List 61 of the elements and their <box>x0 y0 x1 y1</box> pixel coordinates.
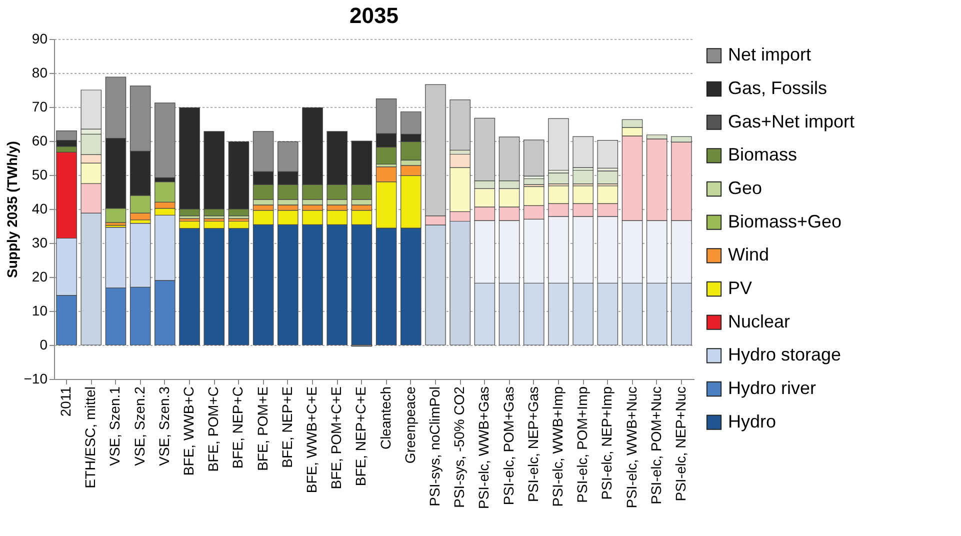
bar <box>572 136 594 168</box>
y-tick-label: 50 <box>32 166 48 182</box>
x-tick-label: BFE, WWB+C+E <box>304 386 320 494</box>
x-tick-label: PSI-sys, noClimPol <box>426 386 442 506</box>
legend-label: Nuclear <box>728 311 790 332</box>
x-tick-label: BFE, WWB+C <box>180 386 197 476</box>
legend-label: PV <box>728 278 752 298</box>
legend-label: Hydro <box>728 411 776 432</box>
x-tick-label: PSI-elc, POM+Nuc <box>648 386 664 504</box>
y-tick-label: 40 <box>32 200 48 216</box>
x-tick-label: BFE, NEP+C <box>230 386 246 469</box>
y-tick-label: 10 <box>32 302 48 318</box>
x-tick-label: VSE, Szen.2 <box>131 386 148 466</box>
x-tick-label: Cleantech <box>377 386 394 450</box>
x-tick-label: PSI-elc, WWB+Nuc <box>623 386 640 508</box>
bar <box>523 178 544 185</box>
legend-label: Hydro river <box>728 378 816 398</box>
legend-label: Gas+Net import <box>728 111 855 132</box>
y-axis-title: Supply 2035 (TWh/y) <box>4 141 20 278</box>
x-tick-label: BFE, NEP+E <box>278 386 295 468</box>
bar <box>572 170 594 184</box>
legend-label: Net import <box>728 44 812 65</box>
legend-label: Geo <box>728 178 762 198</box>
chart-title: 2035 <box>350 3 398 28</box>
x-tick-label: PSI-elc, NEP+Nuc <box>672 386 688 502</box>
legend-label: Hydro storage <box>728 344 842 365</box>
legend-label: Biomass+Geo <box>728 211 842 232</box>
y-tick-label: −10 <box>24 370 48 386</box>
bar <box>548 172 569 184</box>
legend-label: Gas, Fossils <box>728 78 828 98</box>
bar <box>450 100 470 150</box>
legend-label: Biomass <box>728 144 798 165</box>
y-tick-label: 0 <box>40 336 48 352</box>
bar <box>154 102 176 178</box>
bar <box>523 140 544 176</box>
y-tick-label: 80 <box>32 64 48 80</box>
x-tick-label: 2011 <box>58 386 74 417</box>
y-tick-label: 70 <box>32 98 48 114</box>
x-tick-label: PSI-elc, POM+Gas <box>500 386 516 506</box>
bar <box>597 170 618 184</box>
y-tick-label: 90 <box>32 30 48 46</box>
x-tick-label: Greenpeace <box>402 386 418 464</box>
x-tick-label: BFE, NEP+C+E <box>352 386 369 486</box>
bar <box>597 140 618 168</box>
x-tick-label: ETH/ESC, mittel <box>82 386 98 488</box>
x-tick-label: VSE, Szen.1 <box>106 386 123 466</box>
x-tick-label: PSI-elc, WWB+Gas <box>476 386 492 510</box>
x-tick-label: BFE, POM+C+E <box>328 386 344 490</box>
legend-label: Wind <box>728 244 770 265</box>
x-tick-label: PSI-elc, NEP+Gas <box>524 386 541 502</box>
x-tick-label: VSE, Szen.3 <box>156 386 172 466</box>
x-tick-label: BFE, POM+C <box>205 386 222 472</box>
y-tick-label: 60 <box>32 132 48 148</box>
x-tick-label: PSI-sys, -50% CO2 <box>451 386 468 508</box>
y-tick-label: 20 <box>32 268 48 284</box>
x-tick-label: PSI-elc, NEP+Imp <box>598 386 615 500</box>
x-tick-label: PSI-elc, POM+Imp <box>574 386 590 503</box>
y-tick-label: 30 <box>32 234 48 250</box>
bar <box>548 118 569 171</box>
x-tick-label: BFE, POM+E <box>254 386 270 471</box>
x-tick-label: PSI-elc, WWB+Imp <box>549 386 566 507</box>
